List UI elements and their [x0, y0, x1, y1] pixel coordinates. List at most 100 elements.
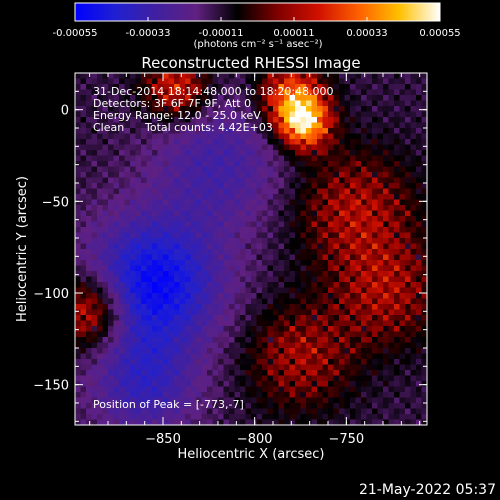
colorbar-tick-label: -0.00033 [126, 28, 171, 39]
heatmap-cell [366, 309, 373, 316]
heatmap-cell [267, 375, 274, 382]
heatmap-cell [174, 188, 180, 195]
heatmap-cell [212, 199, 219, 206]
heatmap-cell [102, 381, 109, 387]
heatmap-cell [201, 238, 208, 244]
heatmap-cell [295, 89, 301, 96]
heatmap-cell [201, 408, 208, 415]
heatmap-cell [383, 73, 389, 79]
heatmap-cell [328, 287, 334, 294]
heatmap-cell [152, 210, 158, 217]
heatmap-cell [361, 210, 367, 217]
heatmap-cell [196, 381, 202, 387]
heatmap-cell [218, 166, 224, 173]
heatmap-cell [75, 375, 81, 382]
heatmap-cell [174, 249, 180, 255]
heatmap-cell [421, 348, 427, 354]
heatmap-cell [333, 216, 340, 222]
heatmap-cell [421, 326, 427, 332]
heatmap-cell [267, 364, 274, 371]
heatmap-cell [267, 342, 274, 349]
heatmap-cell [119, 133, 125, 140]
heatmap-cell [91, 232, 98, 239]
heatmap-cell [141, 84, 147, 90]
heatmap-cell [333, 232, 340, 239]
heatmap-cell [113, 128, 120, 134]
heatmap-cell [86, 111, 92, 118]
heatmap-cell [108, 150, 114, 156]
heatmap-cell [262, 221, 268, 228]
heatmap-cell [146, 227, 153, 233]
heatmap-cell [207, 183, 213, 189]
heatmap-cell [350, 249, 356, 255]
heatmap-cell [234, 408, 241, 415]
heatmap-cell [377, 95, 384, 101]
heatmap-cell [311, 315, 318, 321]
heatmap-cell [267, 210, 274, 217]
heatmap-cell [256, 111, 263, 118]
heatmap-cell [174, 271, 180, 277]
heatmap-cell [75, 315, 81, 321]
heatmap-cell [377, 227, 384, 233]
heatmap-cell [394, 122, 400, 129]
heatmap-cell [361, 364, 367, 371]
heatmap-cell [421, 177, 427, 184]
heatmap-cell [267, 315, 274, 321]
heatmap-cell [146, 177, 153, 184]
heatmap-cell [350, 386, 356, 393]
heatmap-cell [124, 150, 131, 156]
heatmap-cell [119, 392, 125, 398]
heatmap-cell [152, 183, 158, 189]
heatmap-cell [196, 282, 202, 288]
heatmap-cell [311, 293, 318, 299]
heatmap-cell [229, 386, 235, 393]
heatmap-cell [97, 403, 103, 409]
heatmap-cell [80, 73, 87, 79]
heatmap-cell [146, 205, 153, 211]
heatmap-cell [394, 419, 400, 425]
heatmap-cell [416, 100, 422, 107]
heatmap-cell [168, 326, 175, 332]
heatmap-cell [361, 161, 367, 167]
heatmap-cell [163, 111, 169, 118]
heatmap-cell [234, 282, 241, 288]
heatmap-cell [273, 117, 279, 123]
heatmap-cell [267, 221, 274, 228]
heatmap-cell [366, 150, 373, 156]
heatmap-cell [421, 414, 427, 420]
heatmap-cell [157, 95, 164, 101]
heatmap-cell [421, 111, 427, 118]
heatmap-cell [196, 139, 202, 145]
heatmap-cell [339, 133, 345, 140]
heatmap-cell [339, 359, 345, 365]
heatmap-cell [108, 205, 114, 211]
heatmap-cell [405, 414, 411, 420]
heatmap-cell [366, 210, 373, 217]
heatmap-cell [119, 84, 125, 90]
heatmap-cell [207, 139, 213, 145]
heatmap-cell [196, 106, 202, 112]
heatmap-cell [102, 265, 109, 272]
heatmap-cell [97, 172, 103, 178]
heatmap-cell [267, 144, 274, 151]
heatmap-cell [97, 392, 103, 398]
heatmap-cell [251, 309, 257, 316]
heatmap-cell [119, 309, 125, 316]
heatmap-cell [108, 199, 114, 206]
heatmap-cell [410, 342, 417, 349]
heatmap-cell [322, 89, 329, 96]
heatmap-cell [91, 95, 98, 101]
heatmap-cell [328, 359, 334, 365]
heatmap-cell [339, 260, 345, 266]
heatmap-cell [267, 381, 274, 387]
heatmap-cell [234, 403, 241, 409]
heatmap-cell [328, 128, 334, 134]
heatmap-cell [388, 260, 395, 266]
heatmap-cell [190, 100, 197, 107]
heatmap-cell [388, 111, 395, 118]
heatmap-cell [361, 199, 367, 206]
heatmap-cell [366, 78, 373, 85]
heatmap-cell [190, 293, 197, 299]
heatmap-cell [190, 106, 197, 112]
heatmap-cell [251, 150, 257, 156]
